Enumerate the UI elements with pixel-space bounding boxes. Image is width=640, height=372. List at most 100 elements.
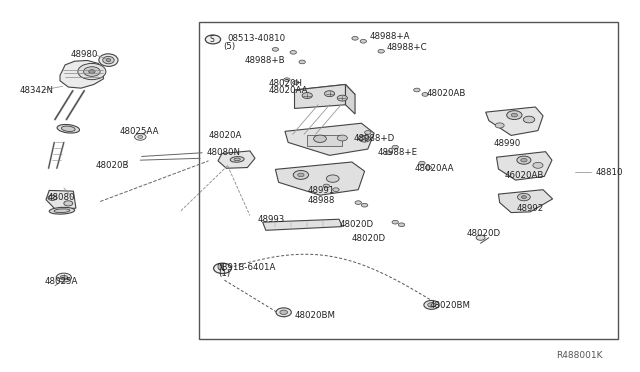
Bar bbox=[199, 22, 618, 339]
Text: 48020AA: 48020AA bbox=[414, 164, 454, 173]
Polygon shape bbox=[294, 84, 346, 109]
Text: 48080: 48080 bbox=[47, 193, 75, 202]
Ellipse shape bbox=[99, 54, 118, 66]
Circle shape bbox=[56, 273, 72, 282]
Text: (1): (1) bbox=[218, 269, 230, 278]
Circle shape bbox=[522, 196, 527, 199]
Circle shape bbox=[521, 158, 527, 162]
Text: 48991: 48991 bbox=[307, 186, 335, 195]
Ellipse shape bbox=[57, 125, 79, 133]
Circle shape bbox=[280, 310, 287, 314]
Circle shape bbox=[60, 275, 68, 280]
Text: 46020AB: 46020AB bbox=[505, 171, 544, 180]
Text: 48020AA: 48020AA bbox=[269, 86, 308, 95]
Circle shape bbox=[272, 48, 278, 51]
Text: 48988: 48988 bbox=[307, 196, 335, 205]
Circle shape bbox=[398, 223, 404, 227]
Circle shape bbox=[362, 203, 368, 207]
Circle shape bbox=[337, 135, 348, 141]
Ellipse shape bbox=[106, 59, 111, 62]
Circle shape bbox=[314, 135, 326, 142]
Circle shape bbox=[517, 156, 531, 164]
Polygon shape bbox=[499, 190, 552, 212]
Polygon shape bbox=[46, 190, 76, 210]
Text: 48020BM: 48020BM bbox=[294, 311, 335, 320]
Circle shape bbox=[293, 170, 308, 179]
Circle shape bbox=[326, 175, 339, 182]
Circle shape bbox=[89, 70, 95, 73]
Circle shape bbox=[511, 113, 518, 117]
Text: 48020AB: 48020AB bbox=[427, 89, 467, 98]
Circle shape bbox=[138, 135, 143, 138]
Text: 48025A: 48025A bbox=[45, 278, 78, 286]
Circle shape bbox=[358, 136, 365, 140]
Circle shape bbox=[495, 123, 504, 128]
Circle shape bbox=[78, 63, 106, 80]
Text: 48992: 48992 bbox=[516, 203, 543, 213]
Circle shape bbox=[392, 145, 398, 149]
Circle shape bbox=[299, 60, 305, 64]
Text: R488001K: R488001K bbox=[556, 351, 602, 360]
Bar bbox=[307, 135, 342, 146]
Circle shape bbox=[298, 173, 304, 177]
Text: N: N bbox=[218, 264, 224, 273]
Circle shape bbox=[64, 201, 73, 206]
Text: 48988+C: 48988+C bbox=[387, 43, 428, 52]
Ellipse shape bbox=[102, 57, 114, 64]
Circle shape bbox=[324, 91, 335, 97]
Text: 48025AA: 48025AA bbox=[119, 127, 159, 136]
Text: 0B91B-6401A: 0B91B-6401A bbox=[217, 263, 276, 272]
Circle shape bbox=[428, 303, 435, 307]
Polygon shape bbox=[285, 123, 374, 155]
Polygon shape bbox=[60, 61, 103, 88]
Circle shape bbox=[392, 220, 398, 224]
Circle shape bbox=[425, 166, 431, 169]
Circle shape bbox=[276, 308, 291, 317]
Circle shape bbox=[48, 195, 57, 201]
Circle shape bbox=[518, 193, 531, 201]
Circle shape bbox=[359, 135, 371, 142]
Ellipse shape bbox=[230, 157, 244, 162]
Text: 08513-40810: 08513-40810 bbox=[228, 34, 285, 43]
Text: 48020D: 48020D bbox=[339, 220, 373, 229]
Text: 48020D: 48020D bbox=[352, 234, 386, 243]
Polygon shape bbox=[486, 107, 543, 135]
Text: 48993: 48993 bbox=[257, 215, 285, 224]
Polygon shape bbox=[218, 151, 255, 168]
Ellipse shape bbox=[49, 207, 75, 214]
Text: 48988+D: 48988+D bbox=[353, 134, 394, 143]
Circle shape bbox=[365, 131, 371, 134]
Circle shape bbox=[337, 95, 348, 101]
Text: 48342N: 48342N bbox=[19, 86, 53, 94]
Circle shape bbox=[360, 39, 367, 43]
Text: S: S bbox=[209, 35, 214, 44]
Ellipse shape bbox=[54, 209, 70, 213]
Text: 48980: 48980 bbox=[70, 51, 97, 60]
Circle shape bbox=[134, 134, 146, 140]
Circle shape bbox=[302, 93, 312, 99]
Text: 48080N: 48080N bbox=[207, 148, 241, 157]
Polygon shape bbox=[275, 162, 365, 195]
Text: (5): (5) bbox=[223, 42, 236, 51]
Text: 48988+E: 48988+E bbox=[378, 148, 417, 157]
Circle shape bbox=[524, 116, 535, 123]
Text: 48020B: 48020B bbox=[96, 161, 129, 170]
Polygon shape bbox=[346, 84, 355, 114]
Circle shape bbox=[386, 151, 392, 155]
Circle shape bbox=[352, 36, 358, 40]
Circle shape bbox=[476, 235, 485, 240]
Text: 48020D: 48020D bbox=[467, 230, 500, 238]
Circle shape bbox=[378, 49, 385, 53]
Circle shape bbox=[292, 81, 299, 84]
Text: 48988+A: 48988+A bbox=[370, 32, 410, 41]
Circle shape bbox=[413, 88, 420, 92]
Circle shape bbox=[284, 78, 290, 81]
Polygon shape bbox=[262, 219, 342, 230]
Circle shape bbox=[214, 263, 232, 273]
Circle shape bbox=[355, 201, 362, 205]
Text: 48990: 48990 bbox=[493, 139, 520, 148]
Ellipse shape bbox=[234, 158, 241, 161]
Text: 48020H: 48020H bbox=[269, 79, 303, 88]
Circle shape bbox=[533, 162, 543, 168]
Circle shape bbox=[323, 184, 330, 188]
